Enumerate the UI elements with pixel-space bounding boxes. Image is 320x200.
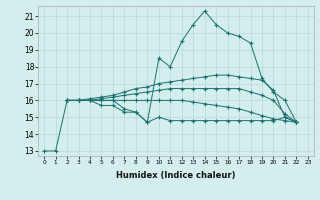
X-axis label: Humidex (Indice chaleur): Humidex (Indice chaleur) [116, 171, 236, 180]
